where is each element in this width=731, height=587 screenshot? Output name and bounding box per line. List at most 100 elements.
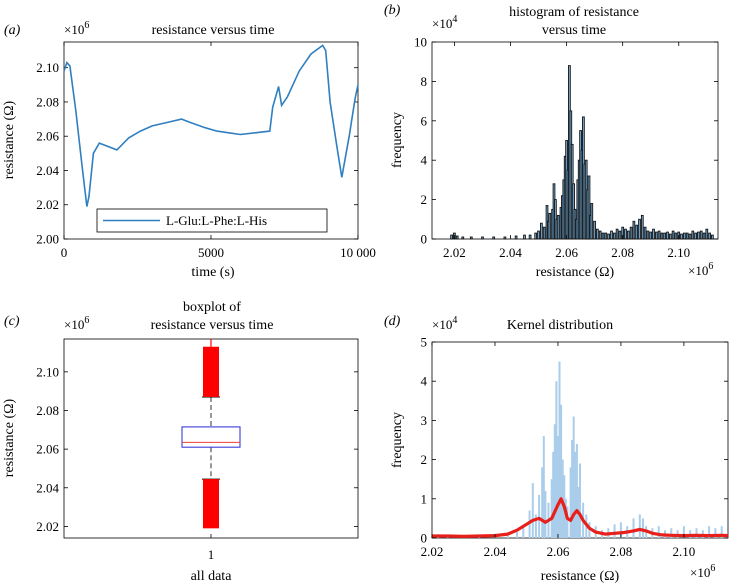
panel-d-ytick-label: 1 xyxy=(421,491,428,506)
panel-b-ytick-label: 4 xyxy=(421,153,428,168)
panel-d-hist-bar xyxy=(695,528,698,538)
panel-b-xtick-label: 2.08 xyxy=(611,245,634,260)
panel-c-outliers-high xyxy=(203,346,219,397)
panel-d-title: Kernel distribution xyxy=(507,318,613,333)
panel-a-tag: (a) xyxy=(4,23,21,38)
panel-d-xtick-label: 2.02 xyxy=(421,544,444,559)
panel-d-hist-bar xyxy=(579,463,581,538)
panel-b-bar xyxy=(542,226,546,240)
panel-b-bar xyxy=(537,230,540,240)
panel-b-bar xyxy=(657,230,661,240)
panel-d-hist-bar xyxy=(558,361,561,538)
panel-c-tag: (c) xyxy=(4,314,20,329)
panel-b-bar xyxy=(624,228,627,240)
panel-d-hist-bar xyxy=(516,532,518,538)
panel-d-kde-curve xyxy=(432,497,729,538)
panel-d-hist-bar xyxy=(572,416,575,538)
panel-d-xtick-label: 2.06 xyxy=(547,544,570,559)
panel-a-ytick-label: 2.02 xyxy=(36,197,59,212)
panel-b-bar xyxy=(540,222,543,240)
panel-a-legend-box xyxy=(96,208,328,233)
panel-b-bar xyxy=(646,230,650,240)
panel-b-bar xyxy=(593,220,596,240)
panel-a-ytick-label: 2.10 xyxy=(36,60,59,75)
panel-b-bar xyxy=(629,226,633,240)
panel-c-ytick-label: 2.02 xyxy=(36,519,59,534)
panel-b-ytick-label: 10 xyxy=(414,35,427,50)
panel-b-tag: (b) xyxy=(384,3,401,18)
panel-d-hist-bar xyxy=(638,514,641,538)
panel-b-bar xyxy=(683,232,686,240)
panel-a-ylabel: resistance (Ω) xyxy=(2,100,17,179)
panel-d-hist-bar xyxy=(682,526,685,538)
panel-b-xlabel: resistance (Ω) xyxy=(536,265,615,280)
panel-d-tag: (d) xyxy=(384,314,401,329)
panel-b-x-multiplier: ×106 xyxy=(688,261,713,278)
panel-d-ytick-label: 4 xyxy=(421,374,428,389)
panel-b-bar xyxy=(598,230,602,240)
panel-b-bar xyxy=(455,235,459,240)
panel-d-hist-bar xyxy=(613,524,616,538)
panel-b-bar xyxy=(691,230,695,240)
panel-d-x-multiplier: ×106 xyxy=(690,563,715,580)
panel-d-hist-bar xyxy=(642,518,644,538)
panel-d-hist-bar xyxy=(506,534,509,538)
panel-b-bar xyxy=(705,228,709,240)
panel-d-hist-bar xyxy=(632,518,635,538)
panel-c-ytick-label: 2.08 xyxy=(36,403,59,418)
panel-a-xtick-label: 0 xyxy=(61,245,68,260)
panel-d-hist-bar xyxy=(575,443,578,538)
panel-d-ytick-label: 2 xyxy=(421,452,428,467)
panel-c-box xyxy=(181,426,241,448)
panel-d-hist-bar xyxy=(531,483,534,538)
panel-d-xtick-label: 2.04 xyxy=(484,544,507,559)
panel-d-ytick-label: 5 xyxy=(421,335,428,350)
panel-b-bar xyxy=(596,228,599,240)
panel-b-ylabel: frequency xyxy=(390,112,405,168)
panel-b-bar xyxy=(697,231,700,240)
panel-b-bar xyxy=(638,218,641,240)
panel-b-bar xyxy=(534,232,538,240)
panel-b-bar xyxy=(514,235,518,240)
panel-b-title-line2: versus time xyxy=(542,23,606,38)
panel-d-hist-bar xyxy=(708,526,711,538)
panel-b-bar xyxy=(680,233,683,240)
panel-a-legend-label: L-Glu:L-Phe:L-His xyxy=(166,213,267,228)
panel-d-hist-bar xyxy=(542,436,545,538)
panel-d-hist-bar xyxy=(550,479,553,538)
panel-a-title: resistance versus time xyxy=(152,23,275,38)
panel-d-hist-bar xyxy=(574,451,577,538)
panel-a-ytick-label: 2.06 xyxy=(36,129,59,144)
panel-d-xlabel: resistance (Ω) xyxy=(541,569,620,584)
panel-c-multiplier: ×106 xyxy=(64,315,89,332)
panel-b-bar xyxy=(503,236,507,240)
panel-d-hist-bar xyxy=(557,436,559,538)
panel-b-title: histogram of resistance xyxy=(509,5,639,20)
panel-b-bar xyxy=(660,232,664,240)
panel-b-bar xyxy=(607,233,610,240)
panel-b-bar xyxy=(548,212,552,240)
panel-d-ytick-label: 0 xyxy=(421,531,428,546)
panel-c-title-line2: resistance versus time xyxy=(151,318,274,333)
panel-b-xtick-label: 2.10 xyxy=(667,245,690,260)
panel-c-ytick-label: 2.06 xyxy=(36,442,59,457)
panel-a-ytick-label: 2.08 xyxy=(36,94,59,109)
panel-d-hist-bar xyxy=(534,514,537,538)
panel-b-bar xyxy=(643,226,647,240)
panel-d-hist-bar xyxy=(720,526,723,538)
panel-b-bar xyxy=(699,230,703,240)
panel-b-bars xyxy=(450,65,714,240)
panel-b-bar xyxy=(666,231,669,240)
panel-d-hist-bar xyxy=(670,528,673,538)
panel-b-bar xyxy=(674,232,678,240)
panel-b-bar xyxy=(523,234,526,240)
panel-b-ytick-label: 6 xyxy=(421,113,428,128)
panel-d-hist-bar xyxy=(553,424,556,538)
panel-a-series-line xyxy=(63,44,359,207)
panel-d-hist-bar xyxy=(588,522,591,538)
panel-c-outliers-low xyxy=(203,479,219,529)
panel-c-ylabel: resistance (Ω) xyxy=(2,398,17,477)
panel-b-y-multiplier: ×104 xyxy=(432,14,457,31)
panel-c-xtick-label: 1 xyxy=(208,547,215,562)
